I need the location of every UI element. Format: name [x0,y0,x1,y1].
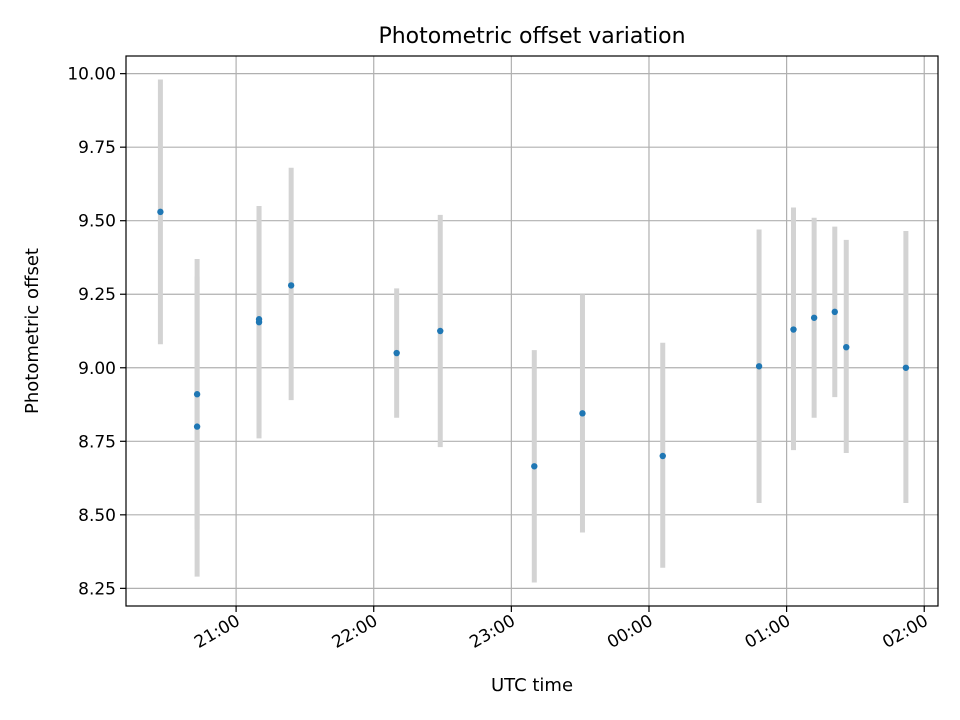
x-tick-label: 00:00 [604,611,656,653]
data-point [579,410,586,417]
x-tick-label: 01:00 [742,611,794,653]
data-point [790,326,797,333]
y-tick-label: 9.00 [78,359,116,379]
data-point [255,318,263,326]
data-point [193,423,201,430]
plot-frame [125,55,939,607]
data-point [755,363,763,370]
x-tick-label: 02:00 [879,611,931,653]
y-tick-label: 8.75 [78,432,116,452]
y-tick-label: 8.25 [78,579,116,599]
data-points [157,208,910,470]
y-axis-ticks: 8.25 8.50 8.75 9.00 9.25 9.50 9.75 10.00 [67,65,126,599]
y-tick-label: 9.75 [78,138,116,158]
y-tick-label: 9.50 [78,212,116,232]
x-tick-label: 22:00 [329,611,381,653]
x-axis-ticks: 21:00 22:00 23:00 00:00 01:00 02:00 [191,606,932,653]
x-tick-label: 23:00 [466,611,518,653]
data-point [843,343,850,351]
x-axis-label: UTC time [491,675,573,696]
chart-title: Photometric offset variation [378,24,685,49]
data-point [831,308,838,316]
data-point [157,208,164,216]
y-tick-label: 8.50 [78,506,116,526]
data-point [810,314,818,321]
data-point [437,327,444,335]
x-tick-label: 21:00 [191,611,243,653]
data-point [902,364,910,371]
y-axis-label: Photometric offset [22,248,43,414]
data-point [659,452,666,460]
data-point [287,282,295,289]
y-tick-label: 10.00 [67,65,116,85]
data-point [193,391,201,398]
data-point [531,463,538,470]
data-point [393,349,400,357]
y-tick-label: 9.25 [78,285,116,305]
